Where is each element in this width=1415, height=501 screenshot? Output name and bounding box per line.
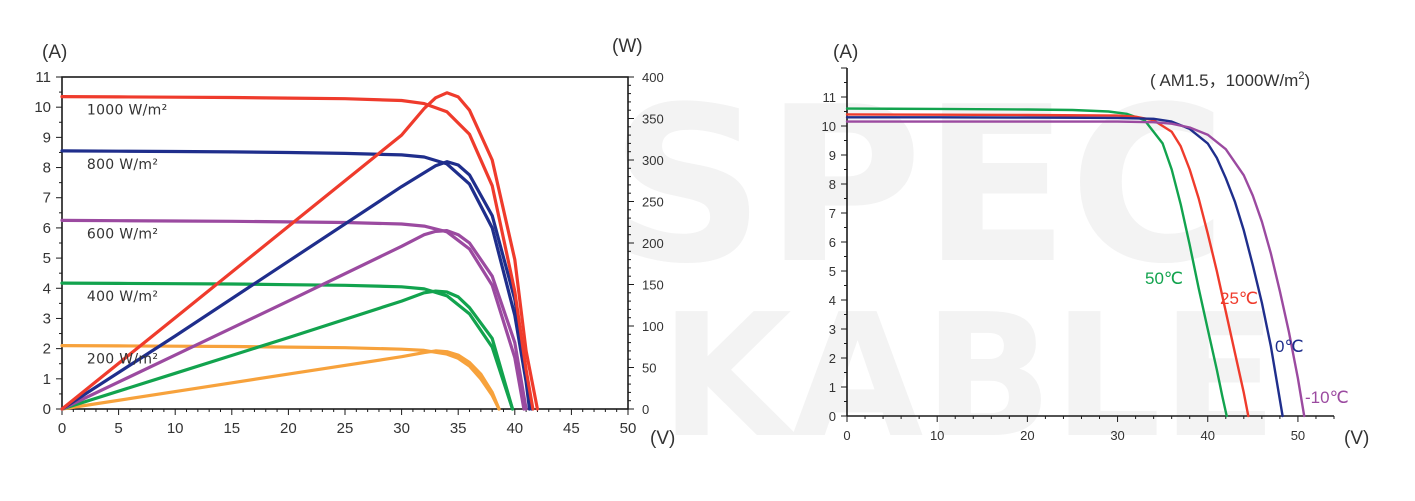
x-tick-label: 20 xyxy=(1020,428,1034,443)
x-tick-label: 20 xyxy=(280,420,297,437)
y-tick-label: 10 xyxy=(822,119,836,134)
y2-tick-label: 300 xyxy=(642,153,664,168)
x-tick-label: 40 xyxy=(1201,428,1215,443)
x-tick-label: 5 xyxy=(114,420,122,437)
series-1000 xyxy=(60,91,539,411)
x-tick-label: 50 xyxy=(1291,428,1305,443)
x-tick-label: 10 xyxy=(167,420,184,437)
y2-tick-label: 0 xyxy=(642,402,649,417)
left-y-unit-label: (A) xyxy=(42,42,67,63)
y-tick-label: 8 xyxy=(43,160,51,177)
y-tick-label: 6 xyxy=(43,220,51,237)
iv-curve-0℃ xyxy=(845,116,1284,418)
y-tick-label: 11 xyxy=(823,90,837,105)
watermark-text-2: KABLE xyxy=(660,278,1277,476)
y-unit-label: (A) xyxy=(833,42,858,63)
iv-curve-25℃ xyxy=(845,113,1250,418)
left-chart-iv-pv: 0 5 10 15 20 25 30 35 40 45 5001234567891011050100… xyxy=(34,36,675,449)
y-tick-label: 6 xyxy=(829,235,836,250)
temperature-label: -10℃ xyxy=(1305,388,1349,407)
y2-tick-label: 50 xyxy=(642,361,656,376)
y-tick-label: 9 xyxy=(43,129,51,146)
series-200 xyxy=(60,344,501,411)
series-label: 800 W/m² xyxy=(87,157,158,173)
y-tick-label: 4 xyxy=(829,293,836,308)
y-tick-label: 0 xyxy=(43,401,51,418)
series-600 xyxy=(60,218,528,411)
y2-tick-label: 350 xyxy=(642,112,664,127)
y2-tick-label: 100 xyxy=(642,319,664,334)
series-label: 400 W/m² xyxy=(87,289,158,305)
iv-curve xyxy=(60,149,532,411)
iv-curve xyxy=(60,344,501,411)
temperature-label: 0℃ xyxy=(1275,337,1304,356)
y-tick-label: 5 xyxy=(829,264,836,279)
right-chart-iv-temperature: 0 10 20 30 40 50 0 1 2 3 4 5 6 7 8 9 10 11 (A) (V) ( AM1.5，1… xyxy=(822,42,1370,449)
x-unit-label: (V) xyxy=(650,428,675,449)
x-tick-label: 25 xyxy=(337,420,354,437)
iv-curve--10℃ xyxy=(845,120,1306,418)
x-tick-label: 10 xyxy=(930,428,944,443)
series-400 xyxy=(60,281,515,411)
y-tick-label: 11 xyxy=(35,69,51,86)
series-800 xyxy=(60,149,534,411)
iv-curve xyxy=(60,281,515,411)
y-tick-label: 1 xyxy=(43,371,51,388)
iv-curve xyxy=(60,95,535,411)
iv-curve-50℃ xyxy=(845,107,1228,418)
test-condition-label: ( AM1.5，1000W/m2) xyxy=(1150,70,1310,90)
y-tick-label: 1 xyxy=(829,380,836,395)
y-tick-label: 4 xyxy=(43,280,51,297)
series-label: 200 W/m² xyxy=(87,352,158,368)
x-unit-label: (V) xyxy=(1344,428,1369,449)
power-curve xyxy=(60,349,501,411)
x-tick-label: 15 xyxy=(223,420,240,437)
power-curve xyxy=(60,91,539,411)
x-tick-label: 30 xyxy=(1110,428,1124,443)
temperature-label: 50℃ xyxy=(1145,269,1183,288)
series-label: 600 W/m² xyxy=(87,226,158,242)
condition-superscript: 2 xyxy=(1298,70,1304,82)
y2-tick-label: 250 xyxy=(642,195,664,210)
y-tick-label: 0 xyxy=(829,409,836,424)
y-tick-label: 7 xyxy=(829,206,836,221)
x-tick-label: 30 xyxy=(393,420,410,437)
y-tick-label: 5 xyxy=(43,250,51,267)
condition-end: ) xyxy=(1304,71,1310,90)
y-tick-label: 3 xyxy=(43,310,51,327)
x-tick-label: 40 xyxy=(506,420,523,437)
y-tick-label: 9 xyxy=(829,148,836,163)
x-tick-label: 45 xyxy=(563,420,580,437)
y-tick-label: 2 xyxy=(43,341,51,358)
y-tick-label: 3 xyxy=(829,322,836,337)
temperature-label: 25℃ xyxy=(1220,289,1258,308)
x-tick-label: 0 xyxy=(843,428,850,443)
watermark: SPEC KABLE xyxy=(610,60,1277,476)
y-tick-label: 2 xyxy=(829,351,836,366)
right-y-unit-label: (W) xyxy=(612,36,643,57)
x-tick-label: 35 xyxy=(450,420,467,437)
series-label: 1000 W/m² xyxy=(87,103,168,119)
y-tick-label: 10 xyxy=(34,99,51,116)
condition-main: ( AM1.5，1000W/m xyxy=(1150,71,1298,90)
y2-tick-label: 400 xyxy=(642,70,664,85)
y-tick-label: 8 xyxy=(829,177,836,192)
iv-curve xyxy=(60,218,526,411)
y2-tick-label: 200 xyxy=(642,236,664,251)
y-tick-label: 7 xyxy=(43,190,51,207)
watermark-text-1: SPEC xyxy=(610,60,1227,311)
x-tick-label: 50 xyxy=(620,420,637,437)
y2-tick-label: 150 xyxy=(642,278,664,293)
x-tick-label: 0 xyxy=(58,420,66,437)
